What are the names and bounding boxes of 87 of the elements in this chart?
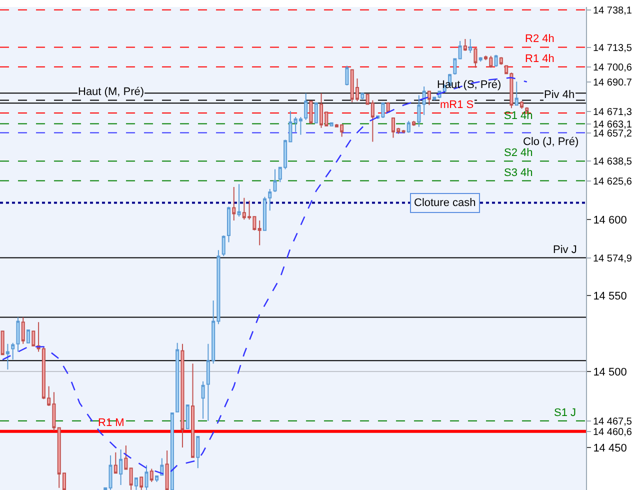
candlestick (196, 436, 200, 469)
candlestick (458, 40, 462, 60)
candlestick (108, 454, 112, 490)
candlestick (32, 330, 36, 346)
ref-line-label: Piv J (553, 244, 577, 256)
candlestick (191, 363, 195, 458)
candlestick (165, 450, 169, 490)
candlestick (520, 100, 524, 110)
candlestick (309, 100, 313, 124)
y2-tick-label: 14 738,1 (593, 5, 632, 16)
candlestick (360, 92, 364, 100)
y2-tick-label: 14 574,9 (593, 253, 632, 264)
y-tick-label: 14 500 (593, 366, 627, 378)
candlestick (232, 186, 236, 222)
ref-line-label: Cloture cash (414, 197, 476, 209)
ref-line-label: Haut (M, Pré) (78, 86, 144, 98)
candlestick (11, 342, 15, 360)
y2-tick-label: 14 700,6 (593, 62, 632, 74)
y2-tick-label: 14 663,1 (593, 119, 632, 130)
candlestick (201, 380, 205, 420)
candlestick (16, 316, 20, 352)
candlestick (26, 330, 30, 344)
candlestick (170, 412, 174, 490)
candlestick (160, 458, 164, 476)
candlestick (304, 92, 308, 120)
ref-line-label: S1 J (554, 407, 576, 419)
candlestick (176, 342, 180, 412)
y-tick-label: 14 450 (593, 442, 627, 454)
candlestick (144, 464, 148, 490)
ref-line-label: mR1 S (440, 99, 474, 111)
candlestick (417, 94, 421, 128)
candlestick (6, 343, 10, 370)
candlestick (114, 452, 118, 474)
ref-line-label: R1 4h (525, 53, 554, 65)
ref-line-label: Piv 4h (544, 89, 575, 101)
candlestick (119, 448, 123, 486)
candlestick (222, 234, 226, 257)
y2-tick-label: 14 690.7 (593, 77, 632, 88)
candlestick (386, 102, 390, 113)
candlestick (262, 196, 266, 231)
candlestick (427, 90, 431, 106)
y2-tick-label: 14 638,5 (593, 156, 632, 168)
candlestick (150, 468, 154, 482)
candlestick (412, 120, 416, 126)
candlestick (474, 48, 478, 68)
candlestick (494, 54, 498, 68)
y-tick-label: 14 550 (593, 290, 627, 302)
y2-tick-label: 14 713,5 (593, 42, 632, 54)
candlestick (499, 56, 503, 66)
candlestick (258, 220, 262, 246)
candlestick (155, 476, 159, 482)
candlestick (402, 130, 406, 134)
ref-line-label: R1 M (98, 417, 124, 429)
candlestick (406, 120, 410, 134)
y2-tick-label: 14 657,2 (593, 128, 632, 140)
y2-tick-label: 14 671,3 (593, 106, 632, 118)
y2-tick-label: 14 460,6 (593, 426, 632, 438)
y-tick-label: 14 600 (593, 214, 627, 226)
candlestick (514, 81, 518, 106)
candlestick (453, 58, 457, 76)
candlestick (468, 38, 472, 54)
candlestick (226, 206, 231, 243)
candlestick (268, 188, 272, 212)
candlestick (124, 445, 128, 470)
y2-tick-label: 14 625,6 (593, 176, 632, 188)
candlestick (180, 343, 184, 448)
candlestick (104, 487, 108, 490)
ref-line-label: S3 4h (504, 167, 533, 179)
candlestick (478, 56, 482, 62)
ref-line-label: Clo (J, Pré) (523, 136, 579, 148)
candlestick (0, 330, 4, 356)
candlestick (237, 184, 241, 218)
candlestick (345, 65, 349, 86)
candlestick (21, 316, 25, 344)
ref-line-label: S2 4h (504, 147, 533, 159)
candlestick (314, 102, 318, 124)
candlestick (134, 477, 138, 490)
candlestick (330, 122, 334, 126)
candlestick (463, 38, 467, 52)
y2-tick-label: 14 467,5 (593, 416, 632, 428)
candlestick (129, 468, 133, 490)
candlestick (140, 476, 144, 490)
ref-line-label: R2 4h (525, 33, 554, 45)
ref-line-label: S1 4h (504, 110, 533, 122)
candlestick (273, 168, 277, 192)
candlestick (422, 86, 426, 116)
candlestick (186, 404, 190, 430)
